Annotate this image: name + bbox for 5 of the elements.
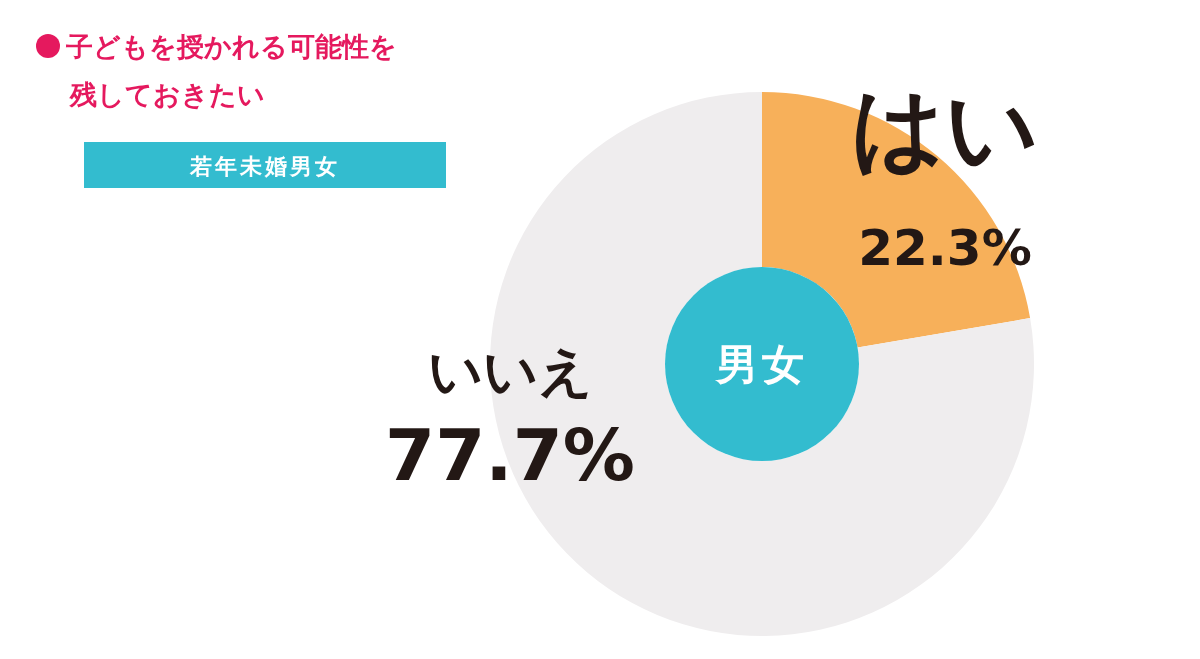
data-label: 77.7%	[385, 413, 635, 497]
text: 男女	[714, 340, 808, 389]
text: 若年未婚男女	[189, 154, 340, 179]
slice-label: いいえ	[427, 340, 593, 403]
chart-title: 子どもを授かれる可能性を残しておきたい	[65, 31, 397, 110]
